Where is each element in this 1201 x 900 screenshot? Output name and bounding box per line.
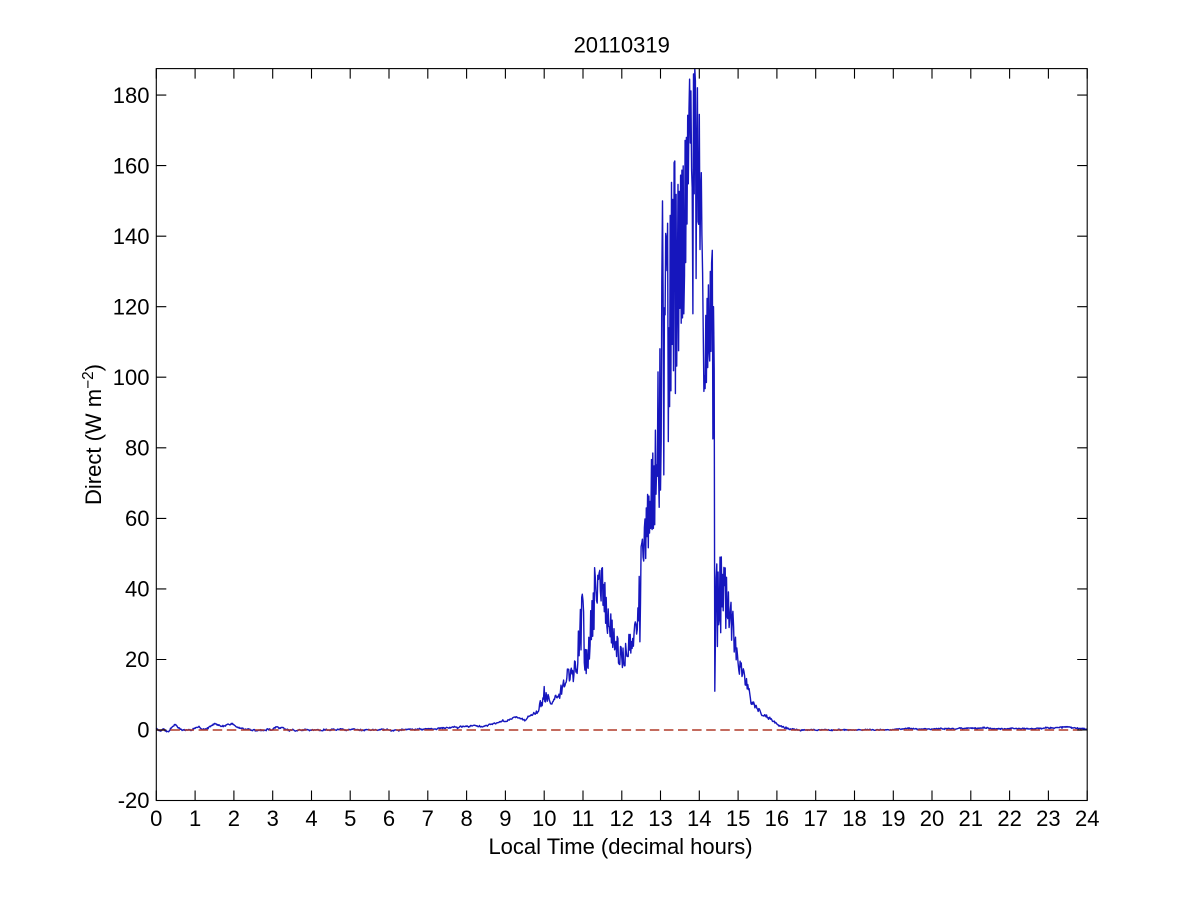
svg-text:20110319: 20110319 (574, 32, 670, 57)
svg-text:17: 17 (803, 806, 827, 831)
svg-text:1: 1 (189, 806, 201, 831)
svg-text:160: 160 (113, 153, 150, 178)
svg-text:3: 3 (267, 806, 279, 831)
svg-text:11: 11 (572, 806, 595, 831)
svg-text:13: 13 (648, 806, 672, 831)
svg-text:14: 14 (687, 806, 711, 831)
svg-text:6: 6 (383, 806, 395, 831)
svg-text:19: 19 (881, 806, 905, 831)
svg-text:40: 40 (125, 577, 149, 602)
svg-text:4: 4 (305, 806, 317, 831)
svg-text:22: 22 (997, 806, 1021, 831)
svg-text:20: 20 (125, 647, 149, 672)
svg-text:5: 5 (344, 806, 356, 831)
svg-text:15: 15 (726, 806, 750, 831)
svg-text:9: 9 (499, 806, 511, 831)
svg-text:-20: -20 (118, 788, 150, 813)
svg-text:23: 23 (1036, 806, 1060, 831)
svg-text:100: 100 (113, 365, 150, 390)
svg-text:20: 20 (920, 806, 944, 831)
svg-text:0: 0 (137, 718, 149, 743)
svg-text:7: 7 (422, 806, 434, 831)
svg-text:60: 60 (125, 506, 149, 531)
svg-text:18: 18 (842, 806, 866, 831)
svg-text:2: 2 (228, 806, 240, 831)
svg-text:16: 16 (765, 806, 789, 831)
svg-text:10: 10 (532, 806, 556, 831)
svg-text:21: 21 (959, 806, 983, 831)
svg-text:180: 180 (113, 83, 150, 108)
svg-text:Local Time (decimal hours): Local Time (decimal hours) (488, 834, 752, 859)
svg-text:12: 12 (610, 806, 634, 831)
svg-text:0: 0 (150, 806, 162, 831)
svg-text:120: 120 (113, 294, 150, 319)
svg-text:80: 80 (125, 436, 149, 461)
svg-text:8: 8 (460, 806, 472, 831)
svg-text:140: 140 (113, 224, 150, 249)
svg-text:24: 24 (1075, 806, 1099, 831)
